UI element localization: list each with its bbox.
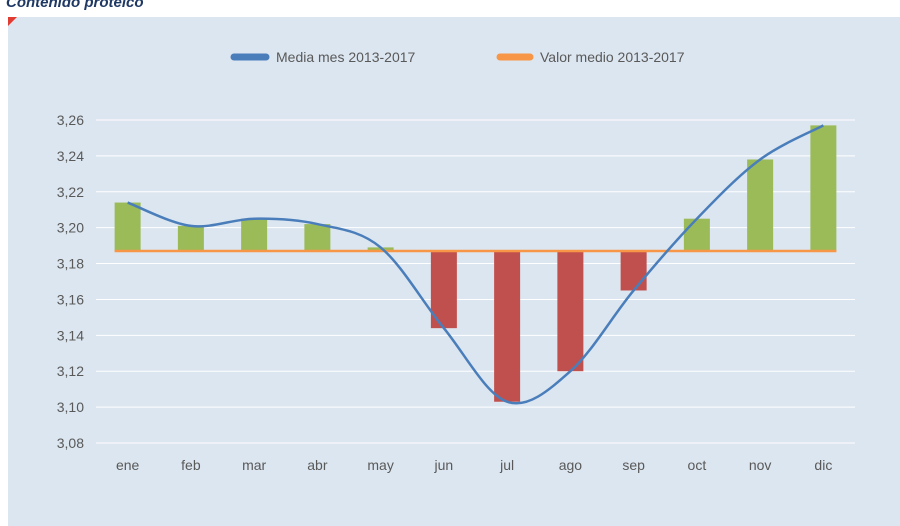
x-tick-label: jun bbox=[434, 457, 454, 473]
x-tick-label: oct bbox=[688, 457, 707, 473]
bar bbox=[304, 224, 331, 251]
y-tick-label: 3,14 bbox=[57, 327, 84, 343]
bar bbox=[241, 218, 268, 251]
y-tick-label: 3,08 bbox=[57, 435, 84, 451]
y-tick-label: 3,20 bbox=[57, 220, 84, 236]
x-tick-label: jul bbox=[499, 457, 514, 473]
y-tick-label: 3,18 bbox=[57, 256, 84, 272]
bar bbox=[747, 159, 774, 251]
x-tick-label: dic bbox=[814, 457, 832, 473]
x-tick-label: may bbox=[367, 457, 393, 473]
y-tick-label: 3,24 bbox=[57, 148, 84, 164]
bar bbox=[367, 247, 394, 251]
x-tick-label: feb bbox=[181, 457, 201, 473]
x-tick-label: mar bbox=[242, 457, 266, 473]
legend-label: Media mes 2013-2017 bbox=[276, 49, 416, 65]
legend-label: Valor medio 2013-2017 bbox=[540, 49, 685, 65]
y-tick-label: 3,10 bbox=[57, 399, 84, 415]
x-tick-label: nov bbox=[749, 457, 772, 473]
x-tick-label: ago bbox=[559, 457, 583, 473]
bar bbox=[494, 250, 521, 402]
corner-mark bbox=[8, 17, 17, 26]
x-tick-label: ene bbox=[116, 457, 140, 473]
series-line bbox=[127, 124, 824, 405]
x-tick-label: sep bbox=[622, 457, 645, 473]
y-tick-label: 3,12 bbox=[57, 363, 84, 379]
bar bbox=[810, 125, 837, 251]
y-tick-label: 3,26 bbox=[57, 112, 84, 128]
bar bbox=[177, 225, 204, 251]
bar bbox=[114, 202, 141, 251]
bar bbox=[557, 250, 584, 372]
x-tick-label: abr bbox=[307, 457, 328, 473]
bar bbox=[683, 218, 710, 251]
y-tick-label: 3,22 bbox=[57, 184, 84, 200]
y-tick-label: 3,16 bbox=[57, 291, 84, 307]
chart-title: Contenido proteico bbox=[6, 0, 144, 11]
bar bbox=[620, 250, 647, 291]
